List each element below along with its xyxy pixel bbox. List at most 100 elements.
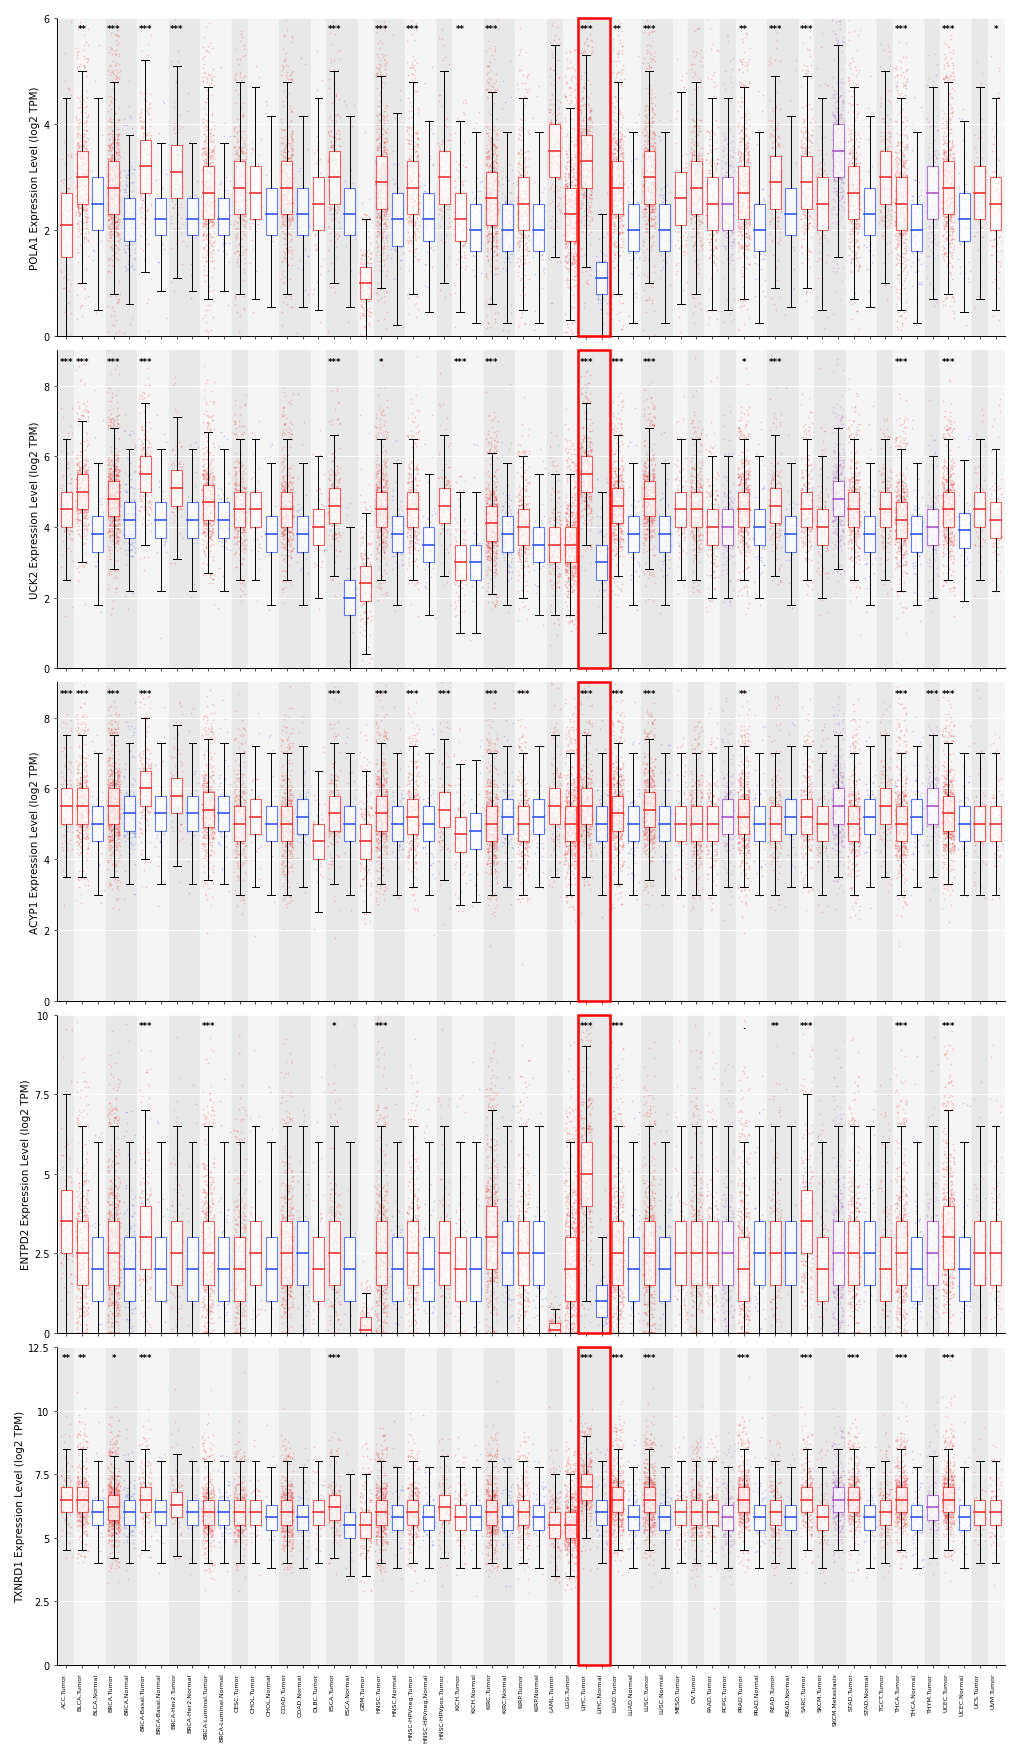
Point xyxy=(341,213,358,241)
Point xyxy=(494,792,511,821)
Point xyxy=(717,1233,734,1262)
Point xyxy=(785,826,801,854)
Point xyxy=(945,495,961,524)
Point xyxy=(613,1193,630,1221)
Point xyxy=(75,1518,92,1546)
Point xyxy=(233,1265,250,1293)
Point xyxy=(887,1465,903,1493)
Point xyxy=(565,610,581,638)
Point xyxy=(626,1506,642,1534)
Point xyxy=(738,244,754,272)
Point xyxy=(566,813,582,842)
Point xyxy=(276,1465,292,1493)
Point xyxy=(486,1508,502,1536)
Point xyxy=(556,808,573,836)
Point xyxy=(730,1490,746,1518)
Point xyxy=(735,824,751,852)
Point xyxy=(194,1497,210,1525)
Point xyxy=(377,701,393,729)
Point xyxy=(890,184,906,213)
Point xyxy=(564,560,580,589)
Point xyxy=(731,796,747,824)
Point xyxy=(614,850,631,878)
Point xyxy=(483,1256,499,1284)
Point xyxy=(843,501,859,529)
Point xyxy=(765,1504,782,1532)
Point xyxy=(572,107,588,135)
Point xyxy=(641,835,657,863)
Point xyxy=(934,1179,951,1207)
Point xyxy=(117,495,133,524)
Point xyxy=(611,473,628,501)
Point xyxy=(825,495,842,524)
Point xyxy=(109,1488,125,1516)
Point xyxy=(843,1284,859,1312)
Point xyxy=(968,485,984,513)
Point xyxy=(195,1499,211,1527)
Point xyxy=(482,1486,498,1515)
Point xyxy=(469,1481,485,1509)
Point xyxy=(103,719,119,747)
Point xyxy=(919,109,935,137)
Point xyxy=(371,1446,387,1474)
Point xyxy=(763,799,780,828)
Point xyxy=(400,538,417,566)
Point xyxy=(400,1500,417,1529)
Point xyxy=(105,1300,121,1328)
Point xyxy=(101,172,117,200)
Point xyxy=(196,1175,212,1204)
Point xyxy=(575,146,591,174)
Point xyxy=(896,1432,912,1460)
Point xyxy=(369,1218,385,1246)
Point xyxy=(719,1300,736,1328)
Point xyxy=(815,206,832,234)
Point xyxy=(371,569,387,597)
Point xyxy=(749,77,765,105)
Point xyxy=(551,1311,568,1339)
Point xyxy=(568,1516,584,1544)
Point xyxy=(730,828,746,856)
Point xyxy=(325,778,341,806)
Point xyxy=(572,801,588,829)
Point xyxy=(488,1272,504,1300)
Point xyxy=(106,483,122,511)
Point xyxy=(281,1274,298,1302)
Point xyxy=(582,97,598,125)
Point xyxy=(732,420,748,448)
Point xyxy=(945,1186,961,1214)
Point xyxy=(79,47,96,76)
Point xyxy=(548,784,565,812)
Point xyxy=(494,1511,511,1539)
Point xyxy=(984,190,1001,218)
Point xyxy=(377,200,393,228)
Point xyxy=(353,1520,369,1548)
Point xyxy=(641,1281,657,1309)
Point xyxy=(73,1407,90,1435)
Point xyxy=(637,501,653,529)
Point xyxy=(562,276,579,304)
Point xyxy=(581,826,597,854)
Point xyxy=(278,1218,294,1246)
Point xyxy=(794,1481,810,1509)
Point xyxy=(282,1500,299,1529)
Point xyxy=(513,1226,529,1254)
Point xyxy=(183,780,200,808)
Point xyxy=(300,1320,316,1348)
Point xyxy=(834,640,850,668)
Point xyxy=(687,207,703,235)
Point xyxy=(919,177,935,206)
Point xyxy=(769,1209,786,1237)
Point xyxy=(564,499,580,527)
Point xyxy=(106,806,122,835)
Point xyxy=(410,808,426,836)
Point xyxy=(489,16,505,44)
Point xyxy=(567,186,583,214)
Point xyxy=(62,1163,78,1191)
Point xyxy=(405,819,421,847)
Point xyxy=(277,1237,293,1265)
Point xyxy=(105,188,121,216)
Point xyxy=(682,148,698,176)
Point xyxy=(612,1209,629,1237)
Point xyxy=(828,1458,845,1486)
Point xyxy=(896,72,912,100)
